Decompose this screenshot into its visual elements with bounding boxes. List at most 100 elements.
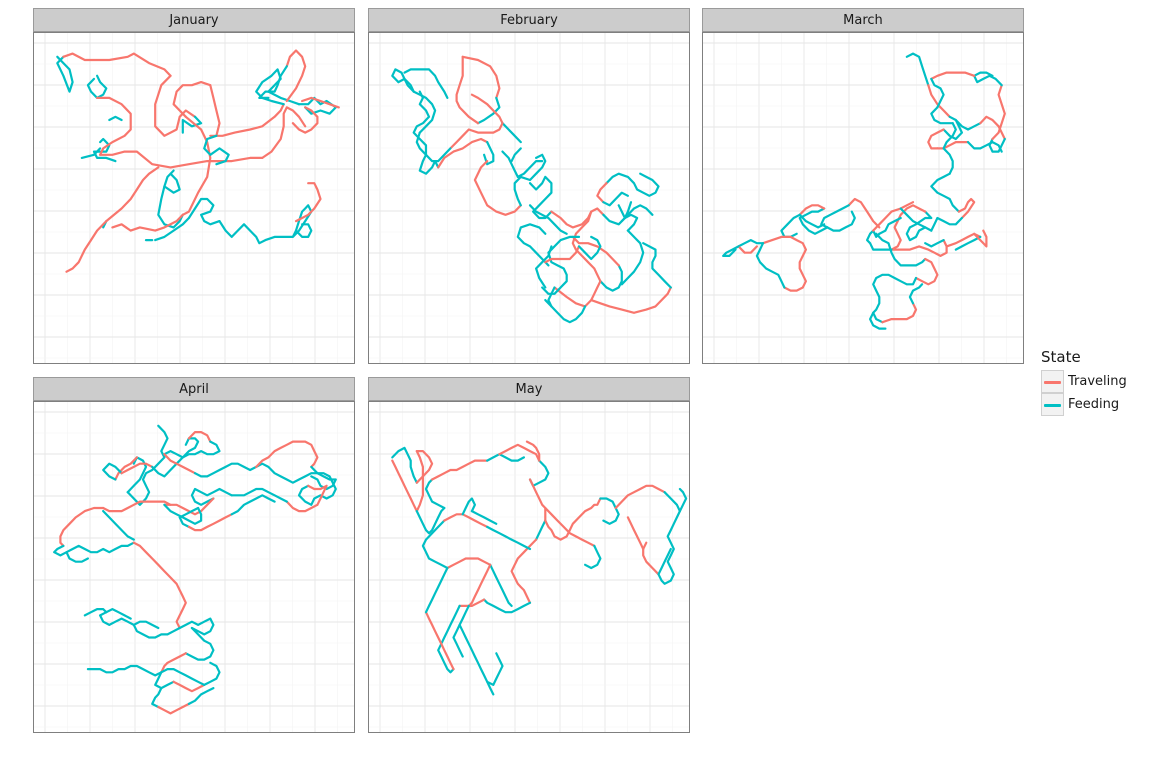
- track-segment-feeding: [541, 235, 581, 295]
- track-segment-traveling: [172, 680, 206, 693]
- track-segment-traveling: [571, 210, 602, 283]
- track-segment-feeding: [602, 191, 629, 207]
- track-segment-traveling: [209, 84, 221, 137]
- track-segment-feeding: [424, 478, 446, 510]
- track-segment-feeding: [108, 115, 123, 122]
- track-segment-feeding: [102, 462, 123, 481]
- track-segment-traveling: [890, 204, 927, 251]
- track-segment-feeding: [86, 74, 108, 100]
- track-plot-april: [34, 402, 354, 732]
- track-segment-traveling: [872, 201, 915, 232]
- track-segment-feeding: [908, 283, 924, 305]
- track-segment-feeding: [163, 503, 203, 525]
- track-segment-feeding: [954, 235, 982, 251]
- track-segment-feeding: [905, 52, 930, 87]
- track-segment-traveling: [114, 456, 139, 481]
- track-segment-feeding: [872, 273, 918, 324]
- track-segment-traveling: [544, 497, 602, 541]
- track-segment-feeding: [489, 563, 513, 607]
- track-segment-feeding: [132, 620, 181, 639]
- track-segment-traveling: [973, 229, 988, 248]
- track-segment-feeding: [605, 172, 660, 197]
- track-segment-traveling: [187, 431, 212, 443]
- track-segment-feeding: [412, 90, 440, 175]
- track-segment-traveling: [890, 239, 948, 257]
- track-segment-feeding: [105, 608, 132, 620]
- track-segment-feeding: [501, 150, 519, 178]
- track-segment-feeding: [157, 185, 184, 229]
- track-segment-feeding: [657, 547, 672, 576]
- facet-strip-may: May: [368, 377, 690, 401]
- plot-area-february: [368, 32, 690, 364]
- track-segment-feeding: [737, 239, 765, 248]
- legend-line-feeding: [1044, 404, 1061, 407]
- track-segment-traveling: [187, 513, 233, 532]
- track-segment-feeding: [942, 118, 963, 141]
- track-segment-traveling: [737, 245, 759, 254]
- legend-label-traveling: Traveling: [1068, 374, 1127, 389]
- track-segment-traveling: [307, 484, 328, 506]
- track-segment-feeding: [486, 652, 504, 686]
- track-segment-feeding: [513, 153, 547, 207]
- track-segment-feeding: [184, 626, 215, 661]
- track-segment-feeding: [866, 229, 893, 251]
- track-segment-traveling: [132, 541, 187, 630]
- track-segment-feeding: [875, 232, 927, 267]
- facet-strip-january: January: [33, 8, 355, 32]
- track-segment-traveling: [458, 598, 486, 607]
- track-segment-feeding: [905, 210, 933, 242]
- facet-strip-february: February: [368, 8, 690, 32]
- track-segment-feeding: [930, 106, 954, 125]
- track-segment-feeding: [722, 245, 740, 257]
- track-segment-feeding: [528, 204, 568, 235]
- track-segment-feeding: [547, 286, 556, 308]
- track-segment-feeding: [230, 487, 288, 503]
- legend-key-traveling: [1041, 370, 1064, 393]
- track-segment-traveling: [209, 103, 285, 137]
- track-segment-traveling: [914, 257, 939, 286]
- track-segment-feeding: [486, 525, 532, 551]
- track-segment-feeding: [942, 122, 957, 175]
- track-segment-traveling: [120, 462, 154, 475]
- track-segment-traveling: [437, 137, 489, 169]
- track-segment-feeding: [181, 115, 203, 134]
- track-segment-feeding: [599, 497, 620, 525]
- track-segment-feeding: [187, 197, 221, 226]
- track-segment-traveling: [446, 557, 492, 570]
- track-segment-traveling: [160, 652, 187, 674]
- track-segment-feeding: [424, 566, 449, 614]
- track-segment-traveling: [181, 115, 212, 216]
- track-segment-traveling: [65, 166, 160, 273]
- plot-area-march: [702, 32, 1024, 364]
- track-segment-feeding: [535, 245, 553, 289]
- track-segment-traveling: [102, 500, 172, 513]
- track-segment-feeding: [535, 519, 547, 541]
- track-plot-january: [34, 33, 354, 363]
- track-segment-feeding: [924, 239, 945, 248]
- track-segment-feeding: [755, 242, 786, 289]
- track-segment-traveling: [98, 150, 264, 169]
- track-segment-feeding: [798, 207, 829, 235]
- track-segment-feeding: [528, 175, 553, 220]
- legend-label-feeding: Feeding: [1068, 397, 1120, 412]
- track-segment-traveling: [449, 122, 504, 150]
- track-segment-traveling: [550, 207, 605, 229]
- track-segment-feeding: [798, 213, 826, 229]
- track-segment-feeding: [151, 687, 163, 709]
- track-segment-traveling: [571, 235, 620, 267]
- track-segment-feeding: [65, 551, 90, 563]
- track-segment-traveling: [415, 449, 425, 513]
- track-segment-feeding: [577, 235, 602, 261]
- track-segment-feeding: [516, 223, 550, 267]
- grid-lines: [34, 402, 354, 732]
- track-segment-traveling: [991, 84, 1006, 141]
- track-segment-feeding: [930, 172, 960, 213]
- track-segment-feeding: [899, 207, 927, 229]
- legend-item-feeding: Feeding: [1041, 393, 1146, 416]
- track-segment-feeding: [599, 264, 623, 292]
- track-segment-traveling: [544, 245, 581, 264]
- track-segment-traveling: [957, 197, 976, 220]
- legend-line-traveling: [1044, 381, 1061, 384]
- track-segment-feeding: [486, 453, 525, 462]
- track-segment-traveling: [285, 49, 307, 103]
